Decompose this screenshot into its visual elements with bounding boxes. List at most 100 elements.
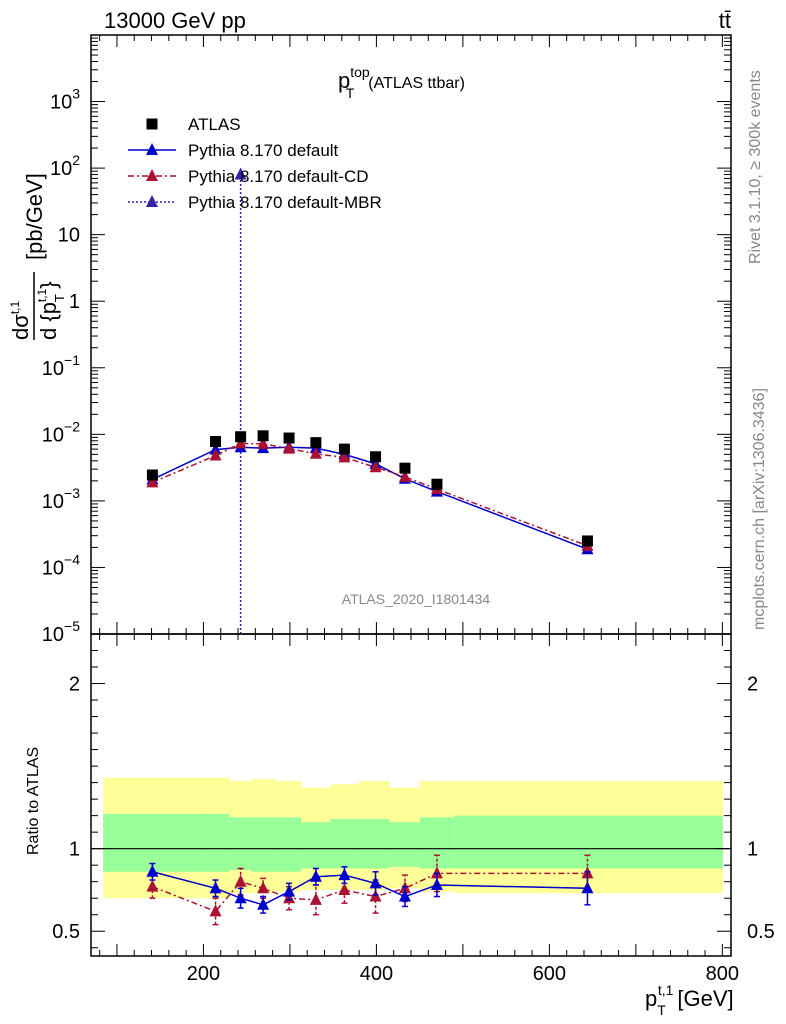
ratio-point-0: [338, 868, 351, 881]
ratio-y-tick-label: 0.5: [52, 921, 80, 943]
title-main: p: [338, 68, 350, 93]
xlabel: pTt,1 [GeV]: [645, 982, 734, 1018]
upper-title: ptop T (ATLAS ttbar): [338, 64, 465, 101]
series-2-point: [209, 448, 222, 461]
ratio-point-1: [430, 866, 443, 879]
legend-label-3: Pythia 8.170 default-MBR: [188, 193, 382, 212]
atlas-data-point: [235, 431, 247, 443]
ratio-point-0: [257, 897, 270, 910]
ratio-point-0: [369, 876, 382, 889]
atlas-data-point: [338, 443, 350, 455]
y-tick-mantissa: 10: [42, 358, 64, 380]
watermark: ATLAS_2020_I1801434: [342, 591, 491, 607]
ratio-point-0: [283, 884, 296, 897]
y-tick-label: 10−2: [42, 418, 80, 446]
ylabel-num: dσt,1: [8, 301, 33, 340]
series-2-point: [234, 436, 247, 449]
uncertainty-band-green: [201, 813, 230, 872]
y-tick-mantissa: 10: [50, 92, 72, 114]
y-tick-exponent: −3: [64, 485, 80, 501]
mcplots-label: mcplots.cern.ch [arXiv:1306.3436]: [751, 388, 768, 630]
y-tick-label: 102: [50, 152, 80, 180]
atlas-data-point: [370, 451, 382, 463]
uncertainty-band-green: [389, 822, 421, 867]
ratio-y-tick-label-right: 2: [747, 674, 758, 696]
upper-frame: [90, 34, 732, 635]
x-tick-label: 800: [706, 963, 739, 985]
y-tick-label: 10: [58, 225, 80, 247]
y-tick-label: 10−3: [42, 485, 80, 513]
x-tick-label: 400: [360, 963, 393, 985]
y-tick-mantissa: 10: [42, 557, 64, 579]
header-right: tt̄: [719, 8, 731, 33]
ylabel-unit: [pb/GeV]: [22, 173, 47, 260]
uncertainty-band-green: [359, 818, 390, 869]
upper-panel: 10−510−410−310−210−1110102103ATLASPythia…: [42, 34, 732, 646]
ratio-point-0: [398, 889, 411, 902]
title-sub: T: [346, 85, 355, 101]
legend-atlas-marker: [146, 118, 158, 130]
x-tick-label: 200: [187, 963, 220, 985]
y-tick-exponent: 2: [72, 152, 80, 168]
uncertainty-band-green: [330, 818, 360, 869]
upper-ylabel: dσt,1 d {pTt,1} [pb/GeV]: [8, 173, 67, 340]
atlas-data-point: [431, 478, 443, 490]
uncertainty-band-green: [229, 817, 252, 871]
legend-marker-2: [146, 169, 158, 181]
legend-marker-1: [146, 143, 158, 155]
series-2-point: [369, 460, 382, 473]
ylabel-den: d {pTt,1}: [35, 281, 67, 340]
series-2-point: [146, 475, 159, 488]
header-left: 13000 GeV pp: [104, 8, 246, 33]
rivet-label: Rivet 3.1.10, ≥ 300k events: [747, 70, 764, 264]
ratio-point-1: [309, 892, 322, 905]
x-tick-label: 600: [533, 963, 566, 985]
ratio-point-1: [146, 879, 159, 892]
ratio-point-1: [209, 904, 222, 917]
ratio-point-1: [257, 881, 270, 894]
atlas-data-point: [257, 430, 269, 442]
ratio-point-0: [146, 864, 159, 877]
ratio-y-tick-label-right: 0.5: [747, 921, 775, 943]
uncertainty-band-green: [454, 815, 723, 869]
y-tick-label: 10−4: [42, 551, 80, 579]
y-tick-exponent: −1: [64, 352, 80, 368]
ratio-point-0: [581, 881, 594, 894]
atlas-data-point: [146, 469, 158, 481]
legend-marker-3: [146, 195, 158, 207]
y-tick-mantissa: 10: [42, 624, 64, 646]
ratio-point-0: [309, 869, 322, 882]
series-2-point: [283, 441, 296, 454]
ratio-point-1: [234, 874, 247, 887]
ratio-point-0: [234, 891, 247, 904]
uncertainty-band-green: [251, 817, 277, 872]
ratio-y-tick-label: 2: [69, 674, 80, 696]
ratio-point-0: [430, 877, 443, 890]
uncertainty-band-green: [301, 822, 332, 869]
uncertainty-band-green: [276, 817, 302, 872]
atlas-data-point: [399, 462, 411, 474]
y-tick-label: 10−5: [42, 618, 80, 646]
series-2-point: [338, 450, 351, 463]
y-tick-label: 103: [50, 86, 80, 114]
legend-label-0: ATLAS: [188, 115, 241, 134]
title-tail: (ATLAS ttbar): [368, 75, 465, 92]
uncertainty-band-green: [103, 813, 203, 872]
y-tick-mantissa: 10: [42, 424, 64, 446]
y-tick-label: 1: [69, 291, 80, 313]
atlas-data-point: [210, 436, 222, 448]
y-tick-label: 10−1: [42, 352, 80, 380]
atlas-data-point: [310, 437, 322, 449]
series-2-point: [398, 469, 411, 482]
y-tick-mantissa: 10: [50, 158, 72, 180]
y-tick-exponent: −2: [64, 418, 80, 434]
series-mbr-marker: [234, 167, 247, 180]
ratio-ylabel: Ratio to ATLAS: [25, 747, 42, 855]
title-sup: top: [350, 64, 370, 80]
ratio-y-tick-label-right: 1: [747, 839, 758, 861]
legend-label-2: Pythia 8.170 default-CD: [188, 167, 369, 186]
series-2-point: [309, 446, 322, 459]
y-tick-exponent: −5: [64, 618, 80, 634]
atlas-data-point: [283, 432, 295, 444]
y-tick-exponent: 3: [72, 86, 80, 102]
